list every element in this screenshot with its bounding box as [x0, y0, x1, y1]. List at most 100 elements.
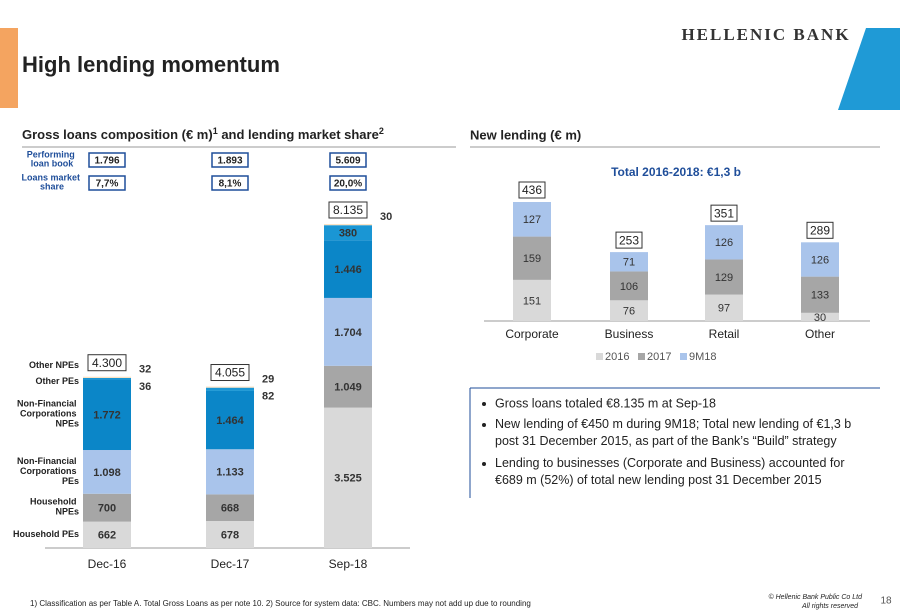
series-label: Household NPEs [30, 497, 79, 517]
data-label: 1.098 [93, 467, 121, 479]
data-label: 133 [811, 290, 829, 302]
data-label: 1.772 [93, 410, 121, 422]
bar-segment [610, 300, 648, 321]
page-number: 18 [880, 596, 892, 607]
legend-swatch [680, 353, 687, 360]
title-sup: 1 [213, 126, 218, 136]
total-label: 253 [619, 233, 639, 247]
data-label: 151 [523, 295, 541, 307]
copyright: © Hellenic Bank Public Co Ltd [769, 593, 864, 601]
series-label: Non-Financial Corporations NPEs [17, 399, 79, 429]
data-label: 106 [620, 281, 638, 293]
row-value: 20,0% [334, 179, 362, 190]
bullet-dot [482, 402, 486, 406]
bar-segment [801, 312, 839, 321]
bar-segment [513, 202, 551, 237]
data-label: 129 [715, 272, 733, 284]
chart-subtitle: Total 2016-2018: €1,3 b [611, 165, 741, 179]
bullet-dot [482, 462, 486, 466]
data-label: 76 [623, 306, 635, 318]
data-label: 380 [339, 228, 357, 240]
total-label: 8.135 [333, 203, 363, 217]
bar-segment [83, 379, 131, 451]
bar-segment [324, 297, 372, 366]
footnote: 1) Classification as per Table A. Total … [30, 599, 531, 608]
row-box [88, 152, 126, 168]
data-label: 97 [718, 303, 730, 315]
x-tick-label: Other [805, 327, 835, 341]
data-label: 1.049 [334, 382, 362, 394]
data-label: 700 [98, 503, 116, 515]
bar-segment [705, 225, 743, 260]
logo-shape [838, 28, 900, 110]
total-box [87, 354, 127, 372]
data-label: 3.525 [334, 473, 362, 485]
row-value: 5.609 [335, 156, 360, 167]
bar-segment [324, 224, 372, 226]
title-part: and lending market share [218, 127, 379, 142]
bar-segment [324, 365, 372, 408]
data-label: 32 [139, 364, 151, 376]
total-label: 4.055 [215, 366, 245, 380]
bar-segment [83, 493, 131, 522]
series-label: Household PEs [13, 529, 79, 539]
title-part: Gross loans composition (€ m) [22, 127, 213, 142]
bar-segment [206, 449, 254, 495]
data-label: 678 [221, 529, 239, 541]
bar-segment [610, 271, 648, 301]
total-box [806, 221, 834, 239]
bar-segment [801, 242, 839, 277]
x-tick-label: Sep-18 [329, 557, 368, 571]
copyright: All rights reserved [801, 603, 859, 610]
row-label: Loans market share [21, 173, 82, 192]
bullet-text: Lending to businesses (Corporate and Bus… [495, 456, 848, 487]
slide-title: High lending momentum [22, 52, 280, 77]
bar-segment [206, 390, 254, 450]
legend-label: 9M18 [689, 351, 717, 363]
series-label: Non-Financial Corporations PEs [17, 456, 79, 486]
total-box [210, 364, 250, 382]
data-label: 126 [811, 254, 829, 266]
legend-swatch [638, 353, 645, 360]
left-chart-title: Gross loans composition (€ m)1 and lendi… [22, 126, 384, 142]
legend-swatch [596, 353, 603, 360]
logo: HELLENIC BANK [681, 25, 850, 44]
data-label: 1.446 [334, 264, 362, 276]
data-label: 662 [98, 530, 116, 542]
total-box [518, 181, 546, 199]
bar-segment [206, 387, 254, 391]
data-label: 30 [814, 312, 826, 324]
accent-bar [0, 28, 18, 108]
x-tick-label: Corporate [505, 327, 559, 341]
bar-segment [83, 521, 131, 548]
total-label: 351 [714, 206, 734, 220]
x-tick-label: Dec-17 [211, 557, 250, 571]
total-box [328, 201, 368, 219]
series-label: Other PEs [35, 376, 79, 386]
title-sup: 2 [379, 126, 384, 136]
data-label: 1.464 [216, 415, 244, 427]
data-label: 30 [380, 211, 392, 223]
bar-segment [801, 276, 839, 313]
row-label: Performing loan book [27, 150, 78, 169]
x-tick-label: Business [605, 327, 654, 341]
bullet-text: Gross loans totaled €8.135 m at Sep-18 [495, 396, 716, 410]
row-box [88, 175, 126, 191]
bar-segment [705, 294, 743, 321]
data-label: 1.704 [334, 327, 362, 339]
bar-segment [206, 494, 254, 521]
bar-segment [83, 376, 131, 378]
total-label: 436 [522, 183, 542, 197]
total-box [710, 204, 738, 222]
data-label: 36 [139, 381, 151, 393]
bar-segment [610, 252, 648, 272]
legend-label: 2016 [605, 351, 629, 363]
series-label: Other NPEs [29, 360, 79, 370]
total-box [615, 231, 643, 249]
row-value: 1.893 [217, 156, 242, 167]
data-label: 82 [262, 391, 274, 403]
row-box [211, 152, 249, 168]
data-label: 126 [715, 237, 733, 249]
data-label: 127 [523, 214, 541, 226]
